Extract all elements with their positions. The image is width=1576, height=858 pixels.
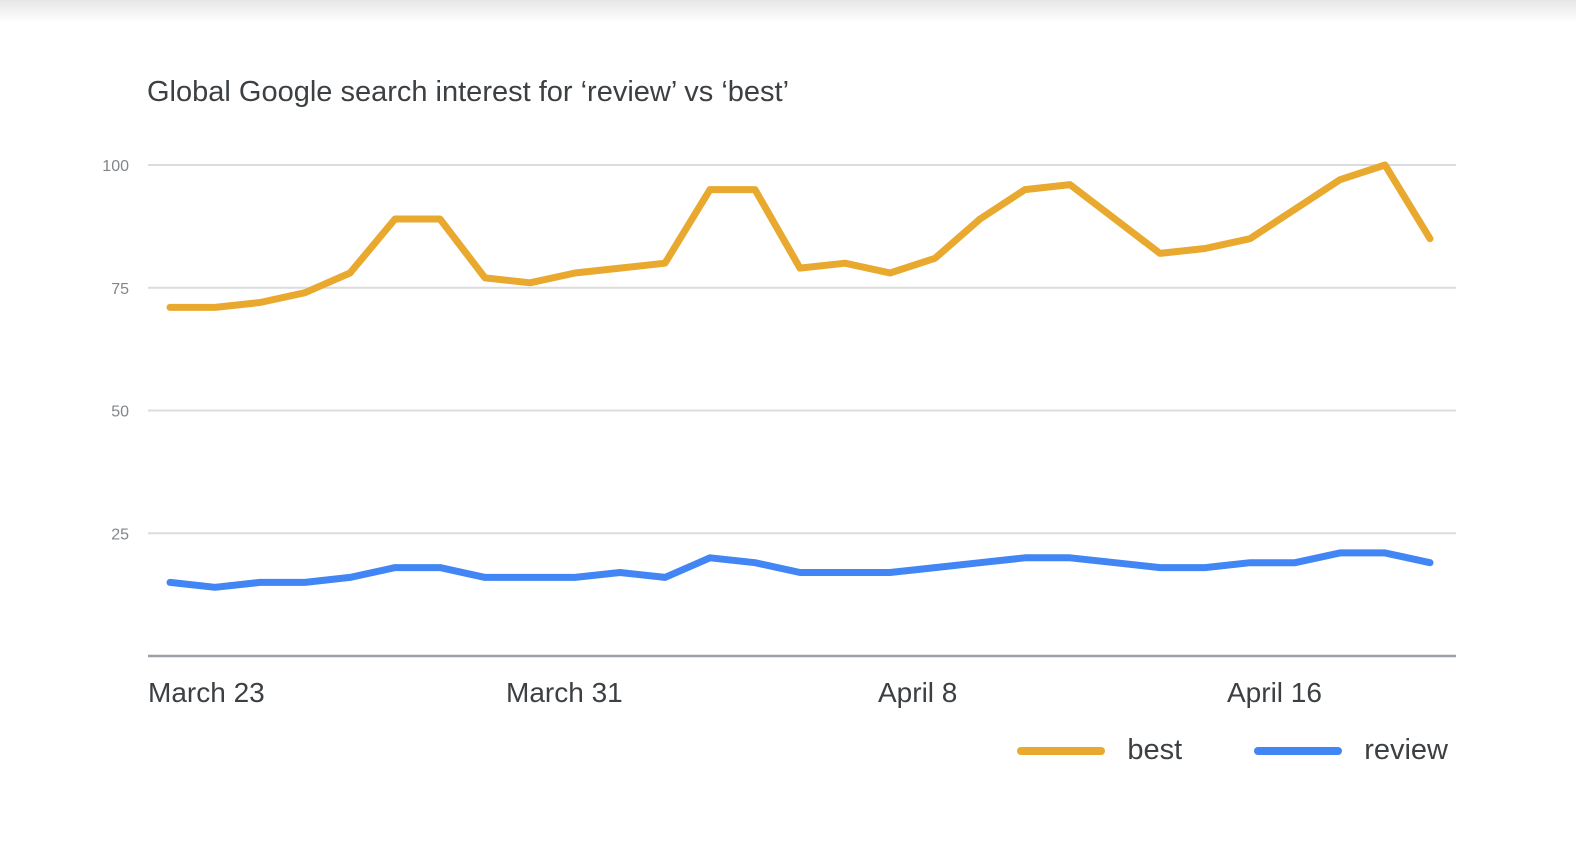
chart-title: Global Google search interest for ‘revie… (147, 76, 790, 108)
legend-item-review: review (1254, 734, 1448, 767)
legend-item-best: best (1017, 734, 1182, 767)
gridlines (148, 164, 1456, 535)
series-lines (166, 161, 1434, 591)
legend: best review (1017, 734, 1448, 767)
y-tick-label: 25 (111, 526, 129, 543)
series-line-best (166, 161, 1434, 311)
y-axis: 25 50 75 100 (102, 158, 129, 543)
y-tick-label: 75 (111, 281, 129, 298)
y-tick-label: 50 (111, 404, 129, 421)
x-tick-label: April 16 (1227, 677, 1322, 708)
legend-label-review: review (1364, 734, 1448, 766)
legend-swatch-review (1254, 746, 1343, 755)
x-tick-label: March 23 (148, 677, 265, 708)
series-line-review (166, 549, 1434, 591)
legend-label-best: best (1127, 734, 1183, 766)
x-axis: March 23 March 31 April 8 April 16 (148, 654, 1456, 708)
top-shade (0, 0, 1576, 22)
x-tick-label: April 8 (878, 677, 957, 708)
y-tick-label: 100 (102, 158, 129, 175)
legend-swatch-best (1017, 746, 1106, 755)
x-tick-label: March 31 (506, 677, 623, 708)
